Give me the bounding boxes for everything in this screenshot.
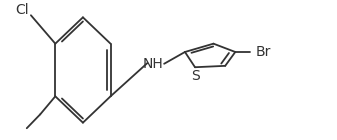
Text: NH: NH xyxy=(143,57,164,71)
Text: Br: Br xyxy=(255,45,271,59)
Text: S: S xyxy=(191,69,200,83)
Text: Cl: Cl xyxy=(16,3,29,17)
